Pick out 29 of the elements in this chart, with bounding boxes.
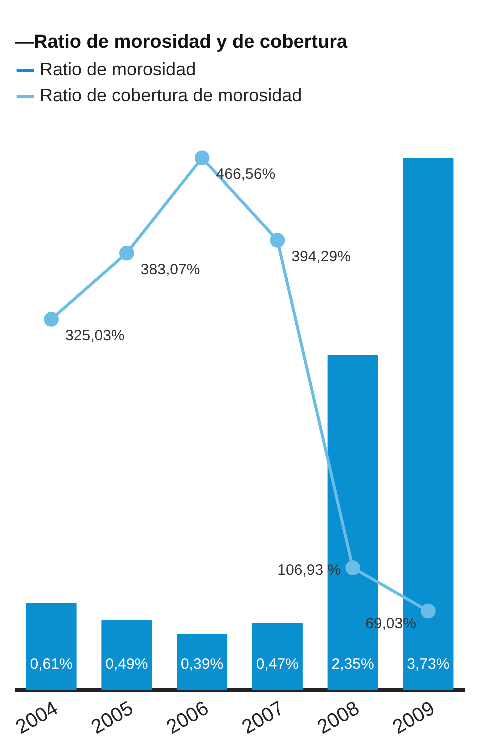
data-label: 0,61% <box>30 656 73 673</box>
bar <box>26 603 77 690</box>
legend-label: Ratio de morosidad <box>40 60 196 80</box>
data-label: 325,03% <box>66 327 125 344</box>
bar <box>102 620 152 690</box>
data-label: 394,29% <box>292 248 351 266</box>
bar <box>252 623 303 690</box>
data-label: 0,39% <box>181 656 224 673</box>
data-label: 106,93 % <box>278 562 342 580</box>
point <box>120 246 134 261</box>
data-label: 2,35% <box>332 656 374 673</box>
chart-title: —Ratio de morosidad y de cobertura <box>15 32 348 53</box>
x-tick-label: 2007 <box>238 698 288 739</box>
point <box>421 604 436 619</box>
x-tick-label: 2004 <box>12 698 62 739</box>
data-label: 0,47% <box>256 656 299 673</box>
legend-label: Ratio de cobertura de morosidad <box>40 86 302 106</box>
point <box>270 233 286 248</box>
x-tick-label: 2008 <box>314 698 364 739</box>
point <box>346 560 360 576</box>
point <box>194 150 210 166</box>
data-label: 3,73% <box>407 656 450 673</box>
point <box>44 312 59 327</box>
x-tick-label: 2005 <box>88 698 138 739</box>
x-tick-label: 2006 <box>163 698 213 739</box>
bar <box>177 634 228 690</box>
data-label: 0,49% <box>106 656 148 673</box>
x-tick-label: 2009 <box>389 698 439 739</box>
data-label: 383,07% <box>140 261 200 278</box>
